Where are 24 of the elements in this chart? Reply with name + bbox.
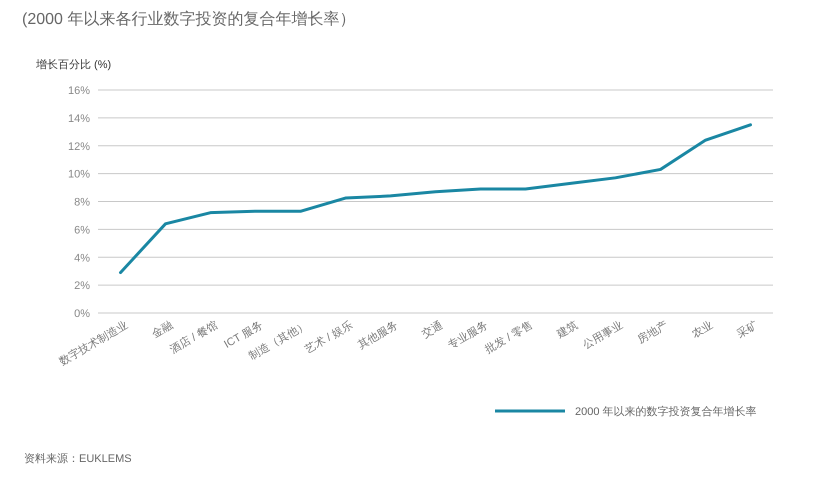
x-tick-label: 采矿 (734, 318, 760, 341)
y-tick-label: 2% (74, 280, 90, 292)
line-series (119, 123, 752, 274)
x-tick-label: 房地产 (634, 318, 670, 346)
y-tick-label: 16% (68, 85, 90, 97)
y-tick-label: 10% (68, 168, 90, 181)
y-tick-label: 0% (74, 308, 90, 320)
chart-title: (2000 年以来各行业数字投资的复合年增长率） (22, 10, 356, 28)
x-tick-label: 建筑 (554, 318, 580, 342)
y-tick-label: 4% (74, 252, 90, 264)
text: 2000 年以来的数字投资复合年增长率 (575, 405, 757, 418)
y-tick-label: 8% (74, 196, 90, 208)
x-tick-label: 数字技术制造业 (56, 318, 130, 368)
y-tick-label: 12% (68, 140, 90, 153)
y-axis-title: 增长百分比 (%) (35, 58, 112, 71)
x-tick-label: 其他服务 (355, 318, 400, 352)
y-tick-label: 6% (74, 224, 90, 236)
x-tick-label: 金融 (150, 319, 175, 341)
x-tick-label: 艺术 / 娱乐 (302, 318, 355, 356)
x-tick-label: 交通 (419, 318, 445, 341)
y-tick-label: 14% (68, 112, 90, 125)
x-tick-label: 农业 (689, 318, 715, 341)
x-tick-label: 公用事业 (580, 318, 625, 352)
text: 资料来源：EUKLEMS (24, 452, 132, 465)
